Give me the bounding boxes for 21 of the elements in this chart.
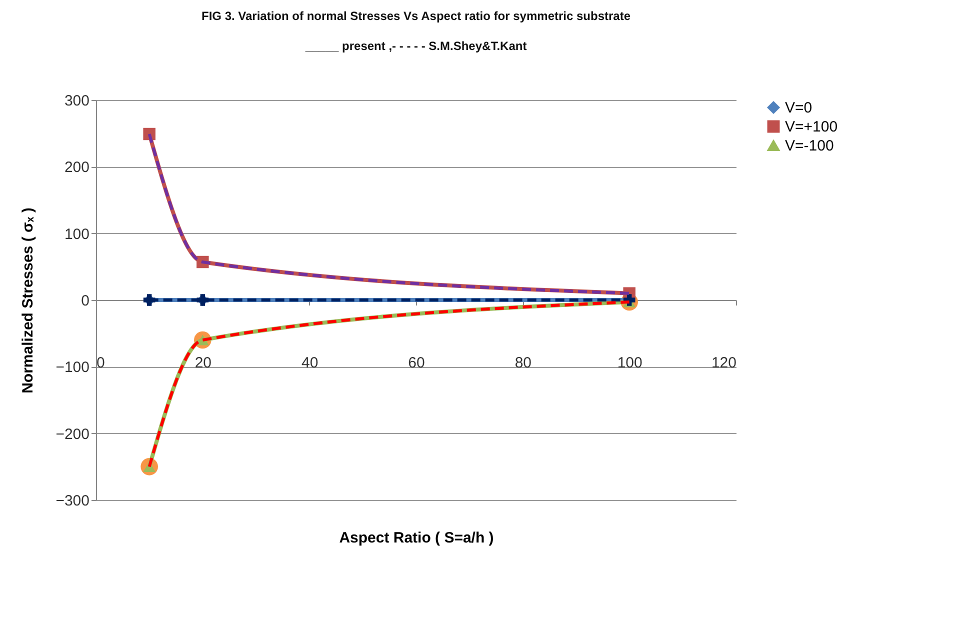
y-tick-label: 100 <box>64 226 90 243</box>
x-tick-label: 0 <box>96 354 105 372</box>
y-tick-label: −100 <box>56 359 90 376</box>
legend-label: V=-100 <box>785 138 834 154</box>
legend-label: V=+100 <box>785 118 838 136</box>
x-tick-label: 60 <box>408 354 425 372</box>
y-tick-label: 200 <box>64 159 90 176</box>
y-tick-label: −200 <box>56 426 90 443</box>
y-tick-label: 0 <box>81 292 90 310</box>
y-tick-label: 300 <box>64 92 90 110</box>
x-tick-label: 80 <box>514 354 532 372</box>
chart-subtitle: _____ present ,- - - - - S.M.Shey&T.Kant <box>304 39 527 53</box>
x-tick-label: 40 <box>301 354 318 372</box>
x-tick-label: 100 <box>617 354 642 372</box>
y-tick-label: −300 <box>56 492 90 510</box>
x-tick-label: 20 <box>194 354 212 372</box>
chart-title: FIG 3. Variation of normal Stresses Vs Aspect ratio for symmetric substrate <box>201 9 631 23</box>
x-tick-label: 120 <box>711 354 736 372</box>
y-axis-title: Normalized Stresses ( σₓ ) <box>20 208 37 394</box>
legend-label: V=0 <box>785 100 812 116</box>
x-axis-title: Aspect Ratio ( S=a/h ) <box>339 530 494 546</box>
